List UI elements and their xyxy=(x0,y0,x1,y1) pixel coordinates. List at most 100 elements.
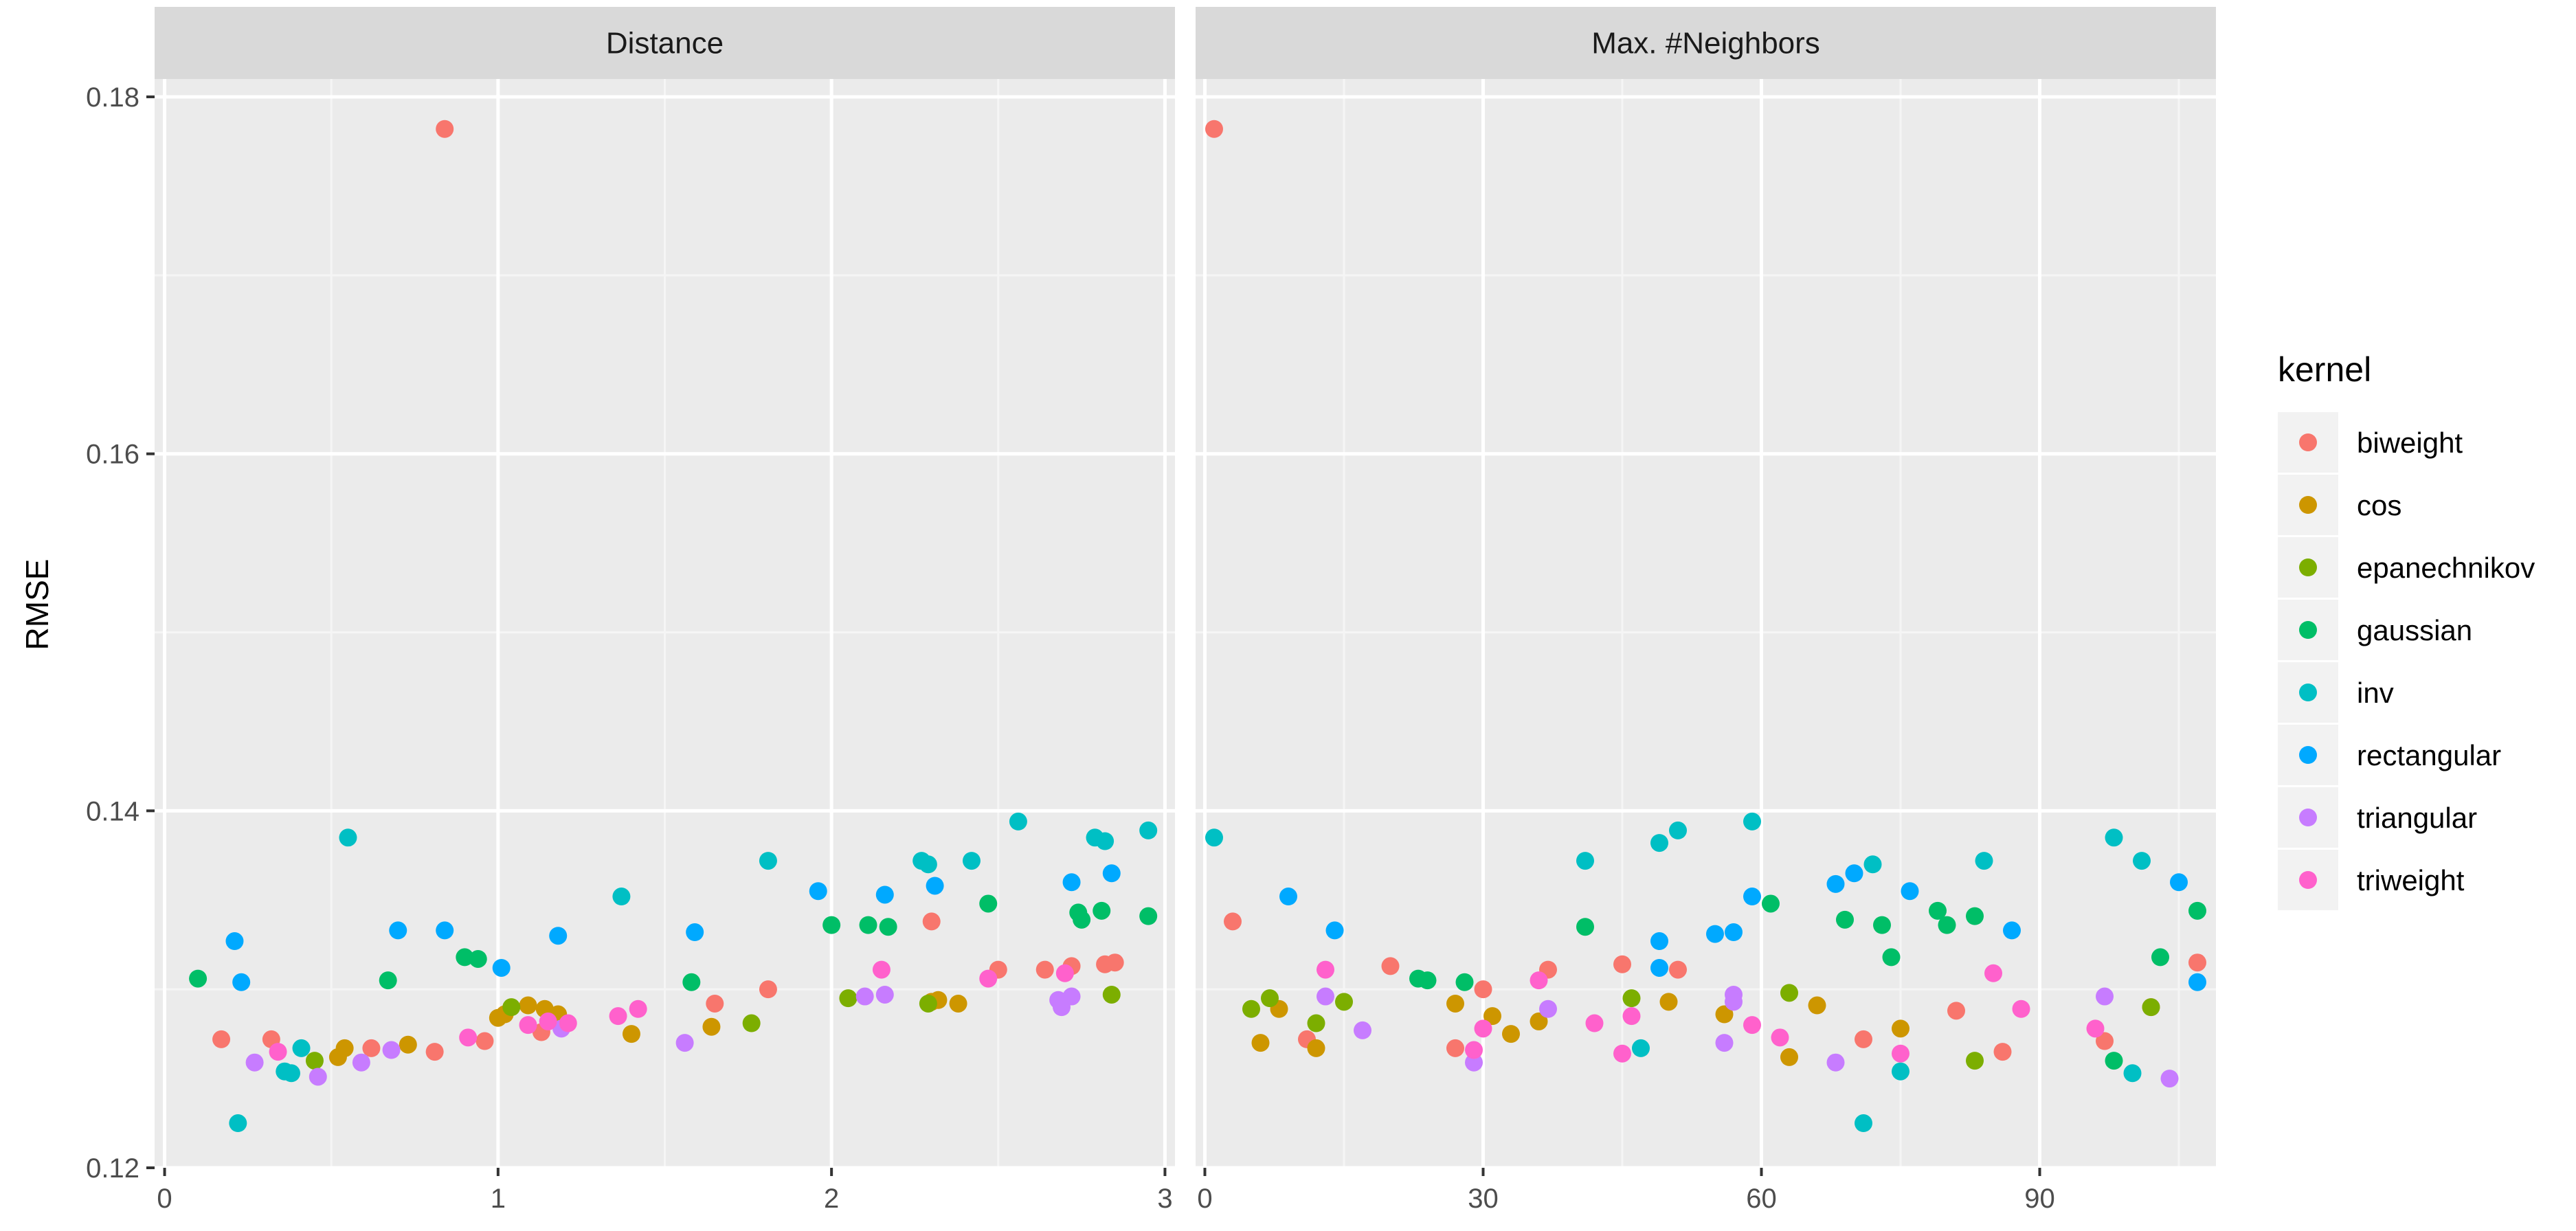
data-point-inv xyxy=(1743,812,1761,831)
data-point-triweight xyxy=(1743,1016,1761,1035)
x-tick-label: 1 xyxy=(491,1184,506,1214)
data-point-epanechnikov xyxy=(919,994,937,1013)
data-point-triweight xyxy=(2086,1019,2105,1038)
data-point-epanechnikov xyxy=(1335,993,1353,1011)
legend-swatch-biweight xyxy=(2299,433,2317,451)
facet-strip-label: Distance xyxy=(606,27,724,60)
data-point-gaussian xyxy=(1966,907,1984,925)
data-point-gaussian xyxy=(1762,894,1780,913)
data-point-epanechnikov xyxy=(1307,1014,1325,1032)
data-point-triweight xyxy=(872,960,891,979)
data-point-cos xyxy=(1307,1039,1325,1057)
panel-1: Max. #Neighbors 0 30 60 90 xyxy=(1196,7,2216,1214)
data-point-gaussian xyxy=(1836,910,1854,929)
data-point-rectangular xyxy=(809,882,827,901)
data-point-rectangular xyxy=(1743,888,1761,906)
data-point-gaussian xyxy=(1455,973,1474,991)
data-point-gaussian xyxy=(1873,916,1891,934)
x-tick-label: 30 xyxy=(1468,1184,1499,1214)
data-point-gaussian xyxy=(1882,948,1901,967)
x-tick-label: 90 xyxy=(2024,1184,2055,1214)
data-point-cos xyxy=(1446,994,1464,1013)
facet-strip xyxy=(155,7,1175,79)
data-point-triweight xyxy=(559,1014,577,1032)
data-point-gaussian xyxy=(1938,916,1956,934)
data-point-gaussian xyxy=(1576,918,1594,936)
data-point-rectangular xyxy=(1062,873,1081,892)
data-point-triangular xyxy=(1465,1053,1483,1072)
data-point-triangular xyxy=(1725,993,1743,1011)
data-point-biweight xyxy=(759,980,777,999)
data-point-rectangular xyxy=(492,958,511,977)
data-point-rectangular xyxy=(1325,921,1344,940)
panels: Distance 0 1 2 3 0.12 0.14 0.16 0.18 Max. #Neighb… xyxy=(86,7,2216,1214)
legend-swatch-cos xyxy=(2299,496,2317,514)
data-point-gaussian xyxy=(2188,901,2206,920)
data-point-inv xyxy=(2133,852,2151,870)
data-point-triweight xyxy=(1613,1044,1631,1063)
legend-swatch-triangular xyxy=(2299,809,2317,826)
legend-label-biweight: biweight xyxy=(2357,427,2463,459)
data-point-triweight xyxy=(1771,1028,1789,1047)
data-point-biweight xyxy=(362,1039,381,1057)
data-point-inv xyxy=(1576,852,1594,870)
data-point-inv xyxy=(1650,834,1668,852)
data-point-gaussian xyxy=(682,973,701,991)
data-point-inv xyxy=(282,1064,300,1083)
data-point-cos xyxy=(1483,1007,1501,1026)
data-point-gaussian xyxy=(1073,910,1091,929)
data-point-gaussian xyxy=(979,894,998,913)
data-point-triangular xyxy=(1715,1034,1734,1052)
data-point-cos xyxy=(1780,1048,1798,1066)
data-point-gaussian xyxy=(1093,901,1111,920)
legend-swatch-gaussian xyxy=(2299,621,2317,639)
data-point-rectangular xyxy=(2170,873,2188,892)
legend-label-cos: cos xyxy=(2357,489,2401,521)
data-point-inv xyxy=(1892,1062,1909,1081)
data-point-inv xyxy=(612,888,631,906)
data-point-inv xyxy=(229,1114,247,1133)
y-axis-title: RMSE xyxy=(19,559,55,651)
data-point-triangular xyxy=(245,1053,264,1072)
data-point-rectangular xyxy=(436,921,454,940)
data-point-cos xyxy=(1659,993,1678,1011)
data-point-triweight xyxy=(1474,1019,1492,1038)
data-point-rectangular xyxy=(1650,932,1668,951)
data-point-inv xyxy=(1863,855,1882,874)
data-point-inv xyxy=(2123,1064,2142,1083)
data-point-triangular xyxy=(309,1068,327,1086)
data-point-rectangular xyxy=(1845,864,1863,883)
data-point-rectangular xyxy=(875,885,894,904)
data-point-triangular xyxy=(382,1041,401,1059)
data-point-triweight xyxy=(2012,1000,2030,1018)
data-point-gaussian xyxy=(469,949,487,968)
data-point-biweight xyxy=(1669,960,1687,979)
data-point-biweight xyxy=(1224,912,1242,931)
data-point-rectangular xyxy=(389,921,407,940)
legend-label-epanechnikov: epanechnikov xyxy=(2357,552,2535,584)
data-point-triweight xyxy=(459,1028,478,1047)
data-point-biweight xyxy=(706,994,724,1013)
data-point-triweight xyxy=(1530,971,1548,990)
facet-strip xyxy=(1196,7,2216,79)
data-point-triangular xyxy=(1826,1053,1845,1072)
data-point-inv xyxy=(1975,852,1993,870)
data-point-cos xyxy=(519,996,537,1015)
y-tick-label: 0.14 xyxy=(86,796,139,826)
legend-swatch-inv xyxy=(2299,684,2317,701)
data-point-epanechnikov xyxy=(502,998,521,1017)
data-point-rectangular xyxy=(2188,973,2206,991)
data-point-epanechnikov xyxy=(1261,989,1279,1008)
data-point-rectangular xyxy=(1826,874,1845,893)
data-point-biweight xyxy=(1993,1043,2012,1061)
x-tick-label: 0 xyxy=(1197,1184,1212,1214)
data-point-inv xyxy=(1009,812,1027,831)
data-point-biweight xyxy=(436,120,454,138)
data-point-inv xyxy=(1139,821,1158,839)
data-point-cos xyxy=(1251,1034,1270,1052)
data-point-cos xyxy=(399,1035,417,1054)
data-point-gaussian xyxy=(822,916,841,934)
data-point-cos xyxy=(1502,1025,1520,1043)
data-point-biweight xyxy=(1446,1039,1464,1057)
